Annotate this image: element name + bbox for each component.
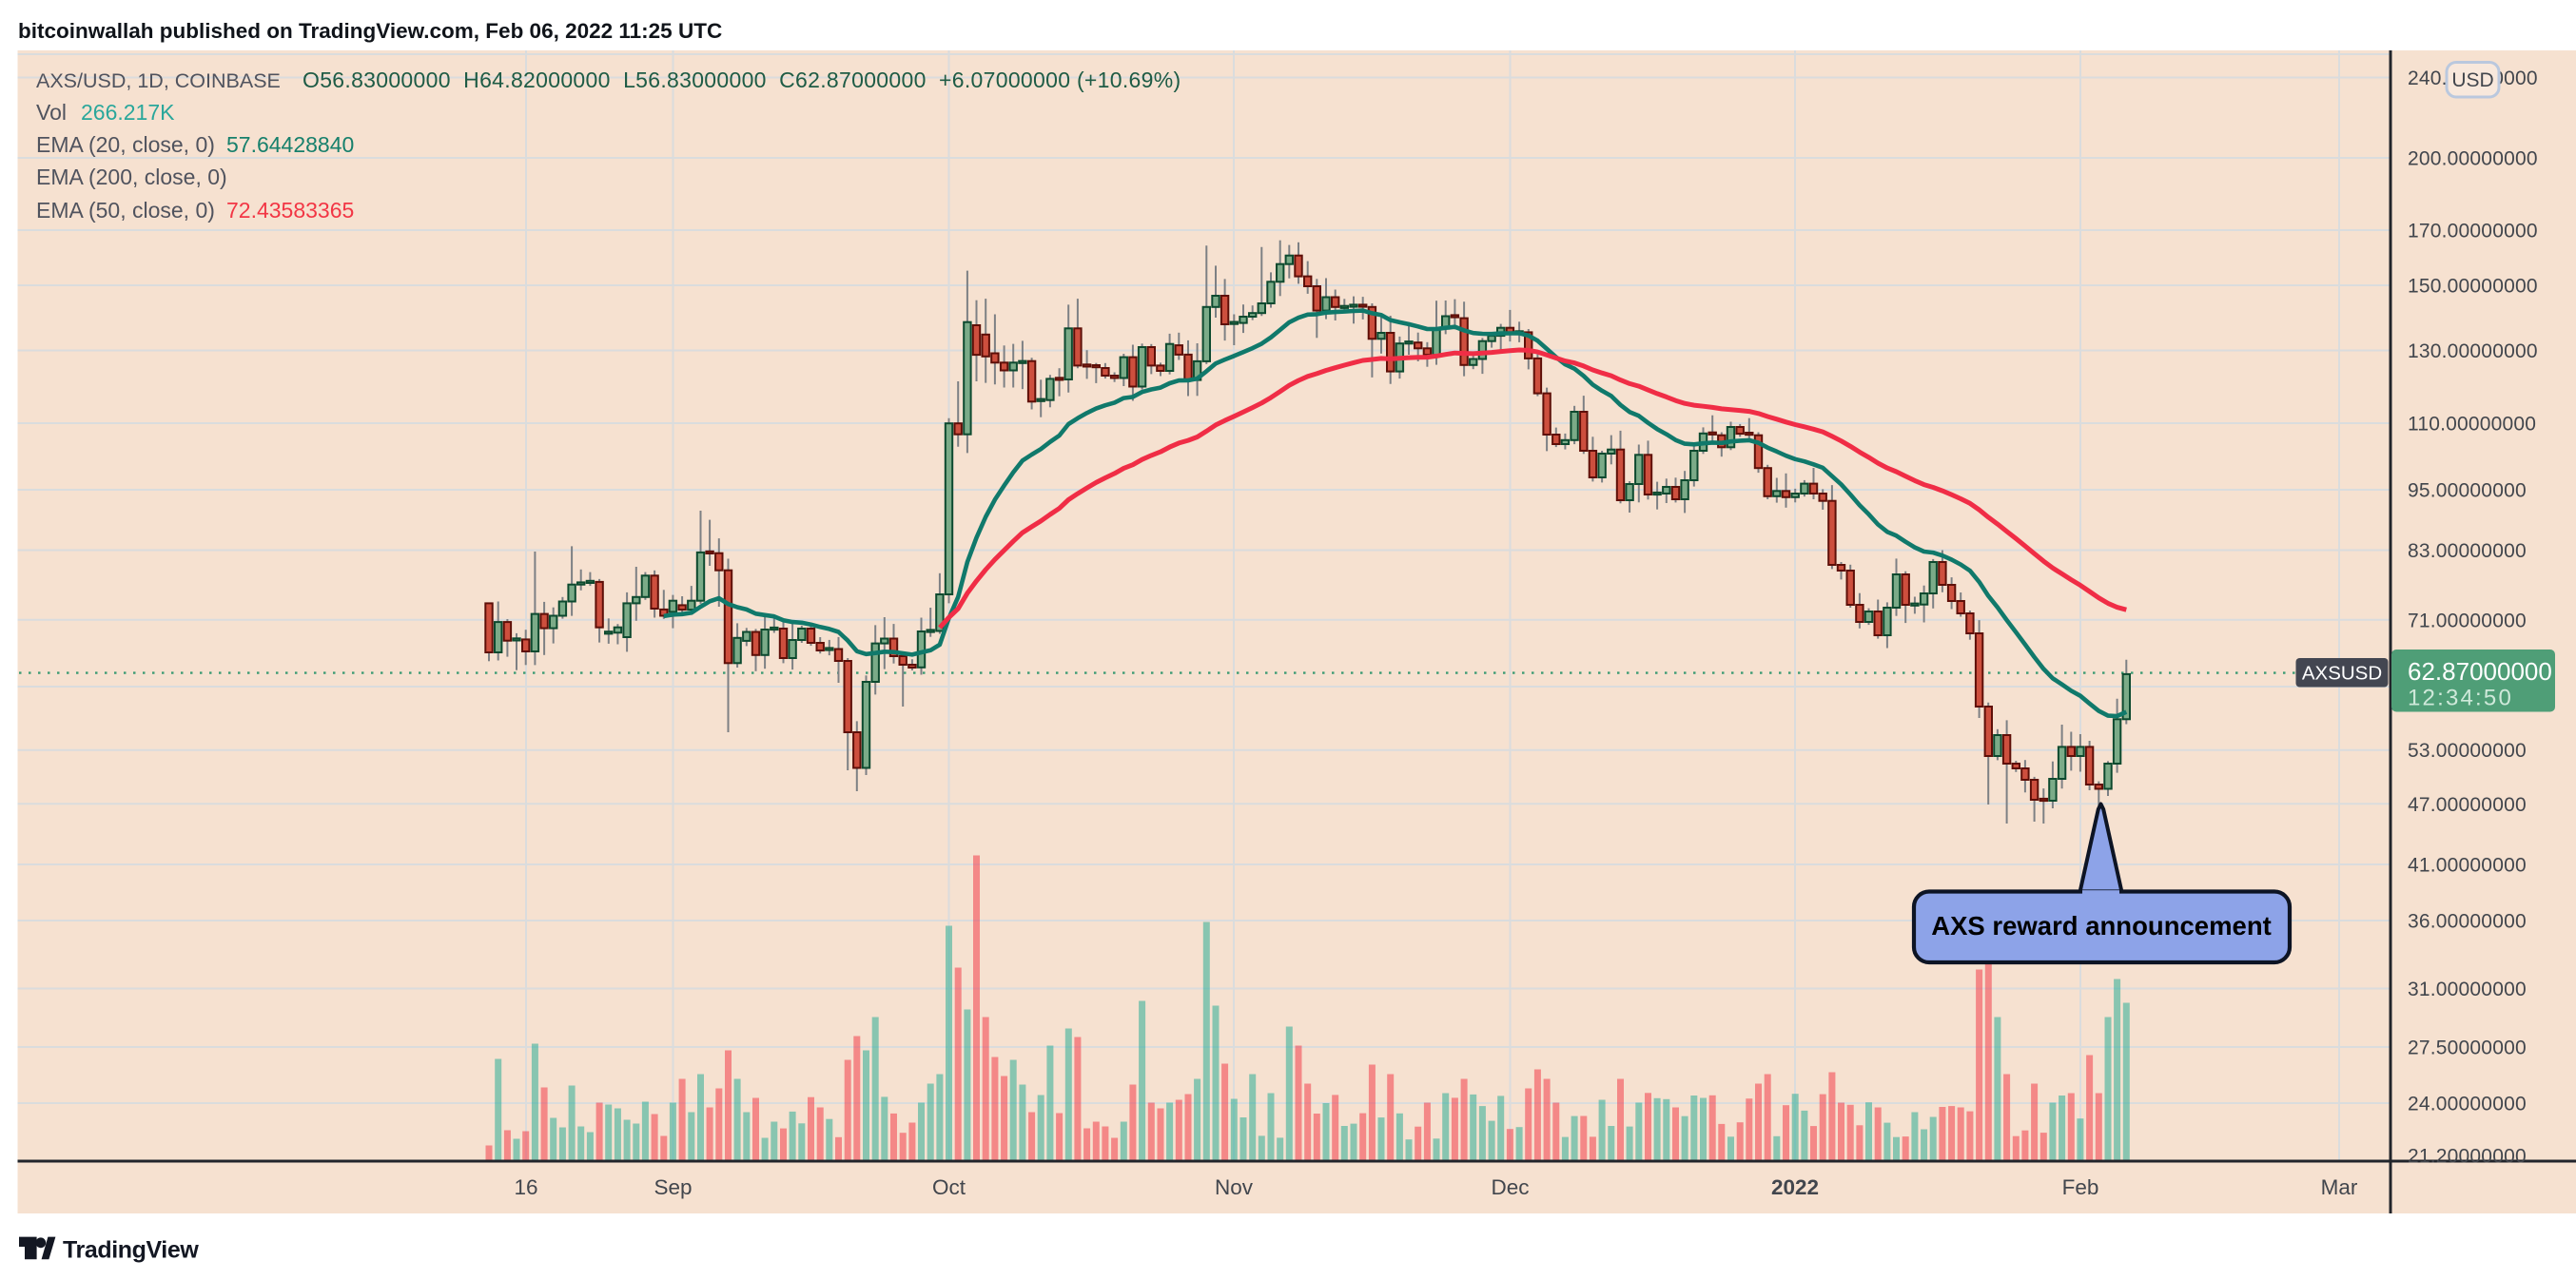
svg-text:83.00000000: 83.00000000 — [2408, 540, 2527, 562]
svg-text:24.00000000: 24.00000000 — [2408, 1094, 2527, 1115]
svg-text:170.00000000: 170.00000000 — [2408, 221, 2538, 242]
svg-text:AXS reward announcement: AXS reward announcement — [1931, 911, 2272, 941]
svg-text:57.64428840: 57.64428840 — [226, 132, 354, 157]
svg-text:27.50000000: 27.50000000 — [2408, 1038, 2527, 1059]
svg-text:71.00000000: 71.00000000 — [2408, 610, 2527, 631]
svg-text:Oct: Oct — [932, 1175, 966, 1199]
svg-text:Dec: Dec — [1491, 1175, 1529, 1199]
svg-text:Nov: Nov — [1215, 1175, 1254, 1199]
svg-text:EMA (50, close, 0): EMA (50, close, 0) — [36, 198, 215, 223]
svg-text:AXS/USD, 1D, COINBASE: AXS/USD, 1D, COINBASE — [36, 69, 281, 92]
svg-text:36.00000000: 36.00000000 — [2408, 911, 2527, 933]
svg-text:72.43583365: 72.43583365 — [226, 198, 354, 223]
svg-text:Vol: Vol — [36, 100, 67, 125]
svg-text:AXSUSD: AXSUSD — [2302, 663, 2382, 685]
svg-text:31.00000000: 31.00000000 — [2408, 979, 2527, 1000]
svg-text:110.00000000: 110.00000000 — [2408, 414, 2536, 436]
svg-text:130.00000000: 130.00000000 — [2408, 340, 2538, 362]
svg-text:EMA (20, close, 0): EMA (20, close, 0) — [36, 132, 215, 157]
svg-text:47.00000000: 47.00000000 — [2408, 794, 2527, 816]
svg-text:16: 16 — [514, 1175, 537, 1199]
svg-text:95.00000000: 95.00000000 — [2408, 480, 2527, 502]
svg-text:266.217K: 266.217K — [81, 100, 175, 125]
svg-text:Sep: Sep — [654, 1175, 692, 1199]
svg-text:TradingView: TradingView — [63, 1237, 199, 1264]
svg-text:12:34:50: 12:34:50 — [2408, 686, 2513, 711]
svg-text:2022: 2022 — [1771, 1175, 1819, 1199]
svg-text:Mar: Mar — [2321, 1175, 2358, 1199]
svg-text:41.00000000: 41.00000000 — [2408, 855, 2527, 877]
svg-text:bitcoinwallah published on Tra: bitcoinwallah published on TradingView.c… — [18, 19, 722, 43]
svg-text:53.00000000: 53.00000000 — [2408, 740, 2527, 762]
svg-text:62.87000000: 62.87000000 — [2408, 657, 2552, 686]
svg-text:Feb: Feb — [2062, 1175, 2099, 1199]
svg-text:USD: USD — [2451, 69, 2493, 91]
svg-text:200.00000000: 200.00000000 — [2408, 148, 2538, 170]
svg-text:O56.83000000 H64.82000000 L5: O56.83000000 H64.82000000 L56.83000000 C… — [302, 68, 1181, 92]
svg-text:EMA (200, close, 0): EMA (200, close, 0) — [36, 165, 227, 189]
svg-text:21.20000000: 21.20000000 — [2408, 1146, 2527, 1168]
svg-text:150.00000000: 150.00000000 — [2408, 276, 2538, 298]
